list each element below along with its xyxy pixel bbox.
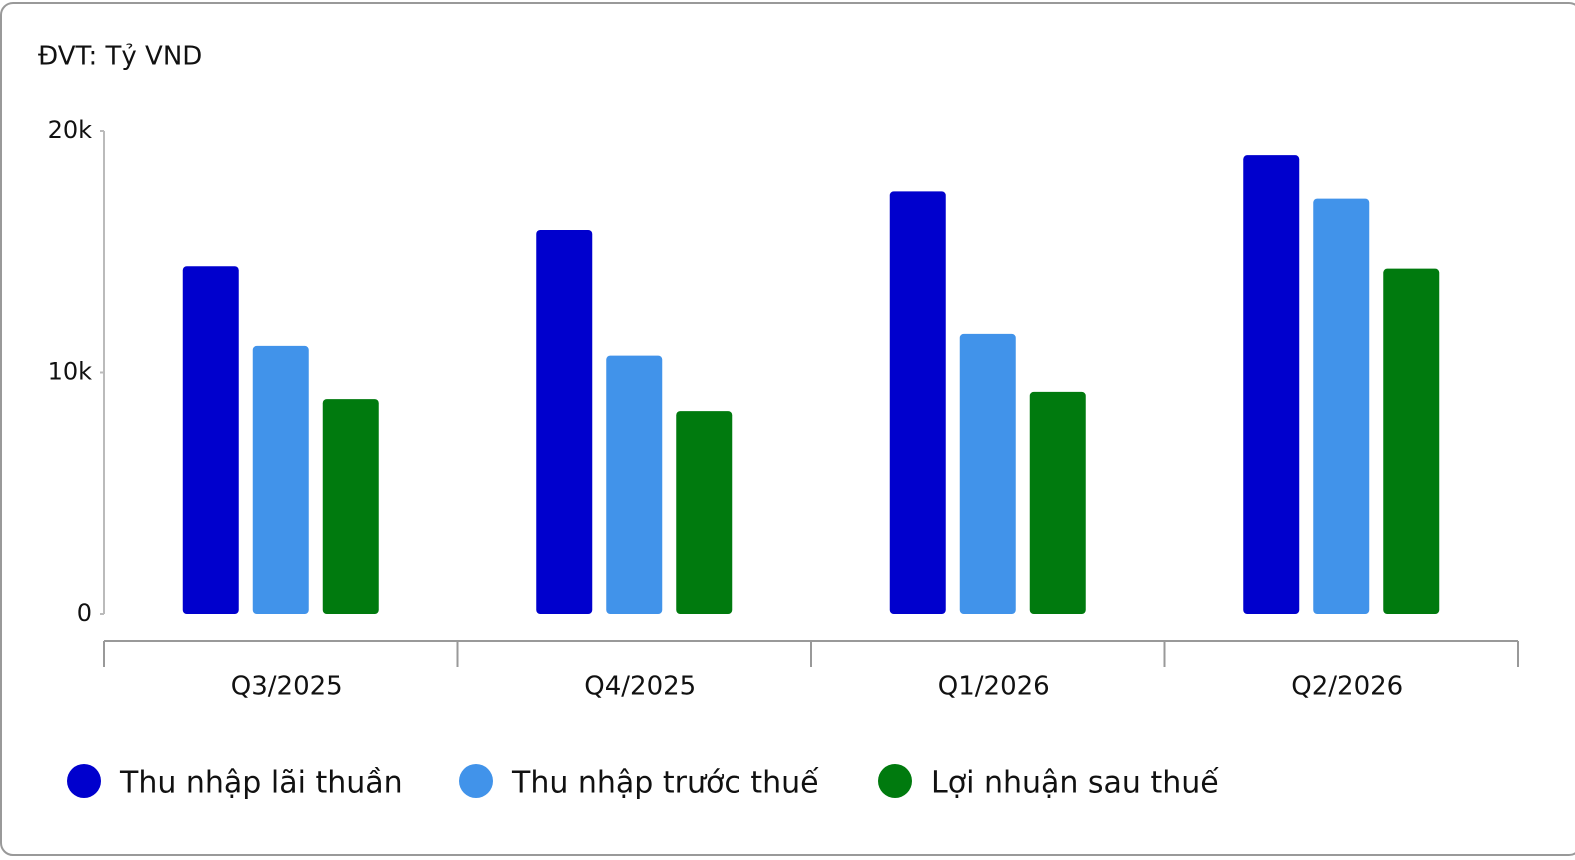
bar: [1243, 155, 1300, 614]
bar: [1313, 198, 1370, 614]
bar: [889, 191, 946, 614]
bar: [1029, 391, 1086, 614]
legend-marker: [459, 764, 493, 798]
bar: [182, 266, 239, 614]
bar: [322, 399, 379, 614]
bar: [606, 355, 663, 614]
legend-label: Lợi nhuận sau thuế: [931, 766, 1219, 801]
x-tick-label: Q4/2025: [584, 672, 696, 702]
legend-label: Thu nhập trước thuế: [511, 766, 819, 801]
legend-marker: [67, 764, 101, 798]
x-tick-label: Q3/2025: [231, 672, 343, 702]
bar: [1383, 268, 1440, 614]
y-tick-label: 0: [77, 599, 92, 627]
bar: [252, 345, 309, 614]
legend-label: Thu nhập lãi thuần: [119, 766, 403, 801]
legend-marker: [878, 764, 912, 798]
bar: [959, 333, 1016, 614]
bar: [536, 230, 593, 614]
x-tick-label: Q1/2026: [938, 672, 1050, 702]
y-tick-label: 10k: [48, 358, 93, 386]
y-tick-label: 20k: [48, 116, 93, 144]
chart-title: ĐVT: Tỷ VND: [38, 42, 202, 72]
bar: [676, 411, 733, 614]
x-tick-label: Q2/2026: [1291, 672, 1403, 702]
